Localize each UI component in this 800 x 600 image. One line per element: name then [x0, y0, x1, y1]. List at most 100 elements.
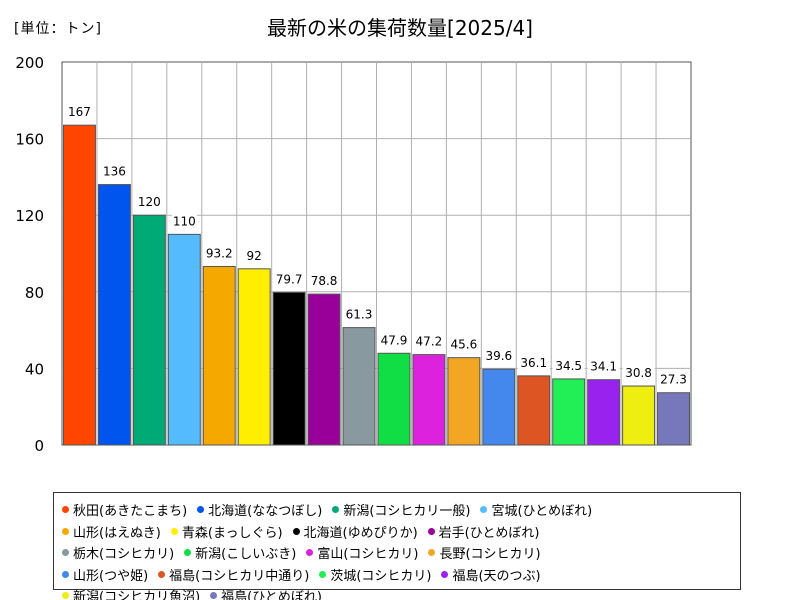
legend-item: 新潟(コシヒカリ一般) [332, 500, 470, 519]
legend-dot-icon [197, 506, 205, 514]
bar-chart-plot: 167 136 120 110 93.2 92 79.7 78.8 61.3 47.9 47.2 45… [15, 54, 692, 455]
data-label: 47.9 [381, 333, 408, 347]
data-label: 93.2 [206, 247, 233, 261]
legend-dot-icon [428, 549, 436, 557]
bars [63, 124, 690, 446]
chart-title: 最新の米の集荷数量[2025/4] [267, 16, 533, 40]
legend-dot-icon [480, 506, 488, 514]
y-axis: 0 40 80 120 160 200 [15, 54, 44, 455]
legend-row: 山形(つや姫) 福島(コシヒカリ中通り) 茨城(コシヒカリ) 福島(天のつぶ) [62, 564, 740, 586]
y-tick-label: 0 [34, 437, 44, 455]
y-tick-label: 40 [25, 360, 44, 378]
data-label-bg [308, 272, 341, 290]
bar [552, 378, 586, 446]
y-tick-label: 160 [15, 131, 44, 149]
y-tick-label: 120 [15, 207, 44, 225]
data-label-bg [343, 305, 376, 323]
legend-label: 山形(つや姫) [73, 568, 149, 584]
data-label-bg [657, 370, 690, 388]
data-label-bg [377, 331, 410, 349]
data-label: 36.1 [520, 356, 547, 370]
legend-dot-icon [292, 527, 300, 535]
legend-item: 福島(ひとめぼれ) [210, 586, 322, 600]
data-label: 34.5 [555, 359, 582, 373]
legend-label: 北海道(ななつぼし) [208, 504, 323, 520]
bar [342, 327, 376, 446]
legend-label: 茨城(コシヒカリ) [330, 568, 432, 584]
bar [167, 233, 201, 446]
legend-dot-icon [62, 570, 69, 578]
legend-item: 山形(つや姫) [62, 565, 148, 584]
legend-dot-icon [62, 592, 69, 600]
bar [307, 293, 341, 446]
gridlines [61, 61, 692, 446]
legend-dot-icon [210, 592, 218, 600]
data-label-bg [136, 193, 162, 211]
legend-label: 新潟(コシヒカリ一般) [343, 504, 471, 520]
bar [237, 268, 271, 446]
data-label-bg [66, 103, 92, 121]
data-label-bg [171, 212, 197, 230]
bar [482, 368, 516, 446]
data-label-bg [517, 353, 550, 371]
bar [97, 184, 131, 446]
data-label-bg [245, 246, 264, 264]
legend-item: 青森(まっしぐら) [170, 522, 283, 541]
legend-dot-icon [441, 570, 449, 578]
legend-label: 福島(コシヒカリ中通り) [169, 568, 310, 584]
data-label: 120 [138, 195, 161, 209]
bar [412, 354, 446, 446]
legend: 秋田(あきたこまち) 北海道(ななつぼし) 新潟(コシヒカリ一般) 宮城(ひとめぼれ)… [53, 492, 741, 600]
legend-row: 山形(はえぬき) 青森(まっしぐら) 北海道(ゆめぴりか) 岩手(ひとめぼれ) [62, 521, 740, 543]
data-label-bg [622, 364, 655, 382]
data-label: 167 [68, 105, 91, 119]
legend-label: 北海道(ゆめぴりか) [303, 525, 418, 541]
legend-item: 富山(コシヒカリ) [306, 543, 418, 562]
bar [272, 291, 306, 446]
legend-label: 新潟(こしいぶき) [195, 547, 297, 563]
data-label: 78.8 [311, 274, 338, 288]
data-label-bg [203, 244, 236, 262]
legend-label: 福島(天のつぶ) [452, 568, 541, 584]
legend-dot-icon [427, 527, 435, 535]
bar [447, 357, 481, 446]
legend-dot-icon [306, 549, 314, 557]
legend-label: 新潟(コシヒカリ魚沼) [73, 590, 201, 600]
data-label-bg [587, 357, 620, 375]
data-label: 30.8 [625, 366, 652, 380]
legend-label: 福島(ひとめぼれ) [221, 590, 322, 600]
data-label: 136 [103, 165, 126, 179]
legend-dot-icon [170, 527, 178, 535]
data-label: 47.2 [416, 335, 443, 349]
legend-label: 栃木(コシヒカリ) [73, 547, 175, 563]
data-label: 45.6 [451, 338, 478, 352]
legend-dot-icon [319, 570, 327, 578]
legend-label: 宮城(ひとめぼれ) [491, 504, 593, 520]
data-labels: 167 136 120 110 93.2 92 79.7 78.8 61.3 47.9 47.2 45… [66, 103, 690, 388]
legend-item: 宮城(ひとめぼれ) [480, 500, 592, 519]
legend-item: 福島(コシヒカリ中通り) [158, 565, 309, 584]
legend-label: 長野(コシヒカリ) [439, 547, 541, 563]
bar [517, 375, 551, 446]
data-label: 92 [247, 249, 262, 263]
legend-row: 新潟(コシヒカリ魚沼) 福島(ひとめぼれ) [62, 585, 740, 600]
bar [63, 124, 96, 446]
y-tick-label: 80 [25, 284, 44, 302]
data-label-bg [412, 332, 445, 350]
legend-item: 新潟(こしいぶき) [184, 543, 296, 562]
legend-dot-icon [332, 506, 340, 514]
data-label-bg [447, 335, 480, 353]
bar [587, 379, 621, 446]
legend-label: 富山(コシヒカリ) [317, 547, 419, 563]
legend-dot-icon [158, 570, 166, 578]
legend-dot-icon [184, 549, 192, 557]
legend-label: 山形(はえぬき) [73, 525, 161, 541]
bar [202, 266, 236, 446]
legend-row: 秋田(あきたこまち) 北海道(ななつぼし) 新潟(コシヒカリ一般) 宮城(ひとめぼれ) [62, 499, 740, 521]
legend-label: 秋田(あきたこまち) [73, 504, 188, 520]
bar [657, 392, 690, 446]
data-label: 61.3 [346, 308, 373, 322]
bar [377, 352, 411, 446]
bar [622, 385, 656, 446]
